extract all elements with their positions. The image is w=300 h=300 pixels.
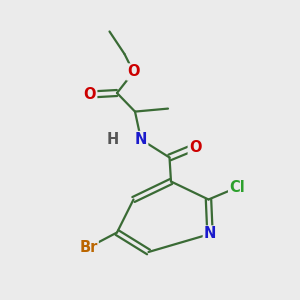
Text: N: N	[204, 226, 216, 242]
Text: H: H	[106, 132, 119, 147]
Text: Cl: Cl	[229, 180, 245, 195]
Text: Br: Br	[79, 240, 98, 255]
Text: O: O	[84, 87, 96, 102]
Text: O: O	[189, 140, 201, 154]
Text: N: N	[135, 132, 147, 147]
Text: O: O	[127, 64, 140, 80]
